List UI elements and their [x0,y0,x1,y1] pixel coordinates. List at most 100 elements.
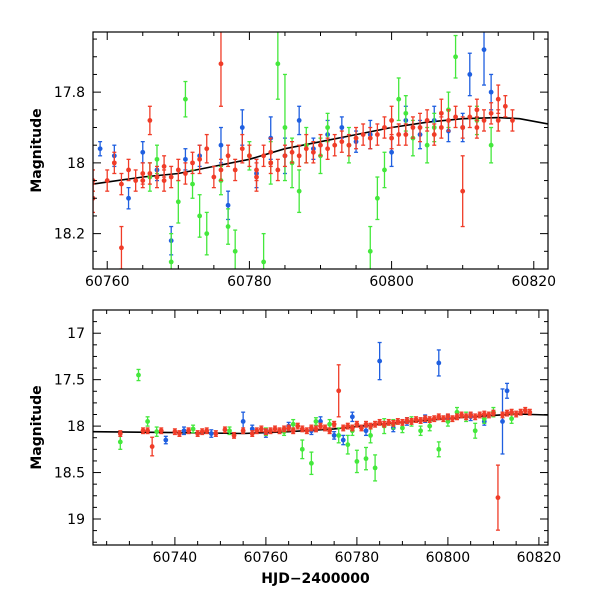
data-point [424,142,430,148]
data-point [331,432,337,438]
data-point [389,118,394,123]
data-point [268,428,273,434]
data-point [239,125,245,130]
data-point [359,425,364,431]
data-point [111,160,117,166]
data-point [286,425,292,431]
data-point [289,149,295,155]
data-point [349,414,355,420]
data-point [454,414,460,420]
blue-series [163,341,510,455]
data-point [481,47,487,53]
data-point [268,149,274,155]
data-point [336,432,342,438]
data-point [389,149,394,155]
data-point [488,142,494,148]
data-point [318,423,323,429]
data-point [339,125,345,130]
data-point [136,372,141,378]
y-tick-label: 17.5 [54,373,85,389]
data-point [460,125,466,130]
data-point [377,358,383,364]
data-point [218,142,224,148]
data-point [336,388,342,394]
data-point [322,425,328,431]
data-point [331,421,337,427]
data-point [154,174,160,180]
data-point [454,409,460,415]
data-point [272,426,278,432]
data-point [418,418,423,423]
data-point [309,425,314,431]
red-series [93,32,515,269]
data-point [463,414,469,420]
data-point [513,411,519,417]
data-point [140,149,146,155]
data-point [372,465,378,471]
data-point [254,174,259,180]
data-point [363,421,369,427]
data-point [345,423,351,429]
data-point [472,428,478,434]
data-point [222,427,228,433]
data-point [249,431,255,436]
data-point [204,146,210,152]
data-point [438,110,444,116]
data-point [97,146,103,152]
data-point [504,388,510,394]
data-point [190,160,195,166]
data-point [140,428,146,434]
data-point [353,135,359,141]
data-point [332,142,338,148]
data-point [504,410,510,416]
data-point [181,428,187,434]
data-point [313,426,319,432]
data-point [477,412,483,418]
data-point [119,245,124,251]
data-point [126,195,131,201]
data-point [299,446,305,452]
plot-area [93,32,548,269]
data-point [382,167,387,173]
data-point [367,135,373,141]
data-point [296,153,302,159]
data-point [147,171,153,176]
data-point [249,426,255,432]
data-point [327,421,332,427]
y-tick-label: 18.5 [54,466,85,482]
data-point [290,421,296,427]
data-point [232,248,238,254]
data-point [472,414,478,420]
data-point [204,428,210,434]
data-point [147,118,153,123]
data-point [172,429,178,435]
data-point [296,118,302,123]
data-point [227,428,232,434]
data-point [303,146,309,152]
data-point [304,428,310,434]
data-point [168,174,174,180]
data-point [325,146,331,152]
data-point [197,213,203,219]
data-point [282,153,288,159]
y-tick-label: 19 [67,512,85,528]
x-tick-label: 60780 [335,550,380,566]
data-point [175,199,181,205]
data-point [254,428,260,434]
top-panel: 60760 60780 60800 60820 17.8 18 18.2 Magnitude [29,31,556,290]
data-point [117,431,123,436]
data-point [327,428,332,434]
data-point [195,431,201,436]
data-point [410,125,416,130]
data-point [345,442,351,448]
data-point [368,432,373,438]
data-point [474,107,480,113]
y-tick-label: 18.2 [54,227,85,243]
data-point [258,426,264,432]
data-point [460,188,466,194]
data-point [527,409,533,415]
x-tick-label: 60780 [227,274,272,290]
data-point [296,188,302,194]
data-point [282,125,288,130]
x-tick-label: 60800 [369,274,414,290]
